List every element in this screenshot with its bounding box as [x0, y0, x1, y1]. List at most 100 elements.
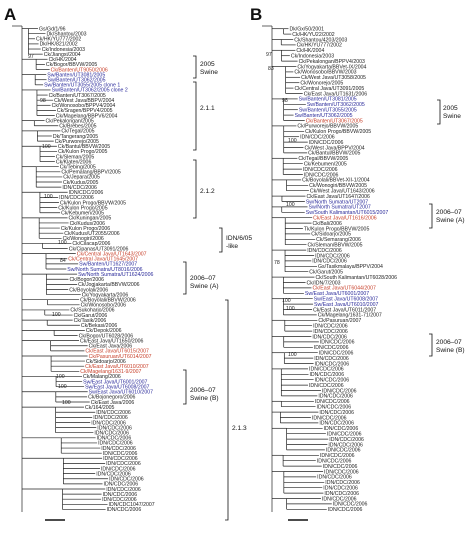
panel-b-leaves: Dk/Gx/50/2001Ck/HK/YU22/2002Ck/Shantou/4…: [289, 27, 397, 514]
bootstrap-value: 100: [44, 194, 53, 200]
leaf-label: Ck/West Java/BPPV/2004: [304, 145, 364, 151]
leaf-label: Ck/Bogor/2006: [69, 277, 104, 283]
bootstrap-value: 100: [288, 138, 297, 144]
leaf-label: IDN/CDC/2006: [312, 415, 347, 421]
leaf-label: Ck/Magelang/BBPV6/2004: [56, 113, 118, 119]
leaf-label: IDN/CDC/2006: [102, 497, 137, 503]
leaf-label: Ck/Wonorejo/2005: [300, 81, 343, 87]
bootstrap-value: 97: [28, 54, 34, 60]
leaf-label: Ck/Boyolali/2006: [69, 287, 108, 293]
leaf-label-swine: Sw/East Java/UT6008/2007: [314, 297, 378, 303]
leaf-label: Ck/Wonosobo/2006: [81, 303, 127, 309]
leaf-label: Ck/Yogyakarta/BBVet-IX/2004: [297, 64, 366, 70]
leaf-label: Ck/Bali/2006: [313, 221, 343, 227]
leaf-label-swine: Sw/North Sumatra/UT8016/2006: [67, 267, 142, 273]
leaf-label: Ck/Central Java/UT3091/2005: [294, 86, 364, 92]
leaf-label: IDN/CDC/2006: [97, 436, 132, 442]
leaf-label: Ck/Kudus/UT2055/2006: [64, 231, 119, 237]
clade-bracket: [193, 159, 197, 219]
leaf-label-highlight: Ck/Central Java/UT1645/2007: [68, 257, 138, 263]
leaf-label-swine: Sw/East Java/UT6008/2007: [85, 384, 149, 390]
leaf-label: Ck/Cipanas/UT3091/2006: [69, 246, 129, 252]
panel-b-tree: [262, 25, 441, 512]
leaf-label: Ck/Semarang/2006: [316, 237, 361, 243]
leaf-label: IDN/CDC/2006: [317, 459, 352, 465]
leaf-label: IDN/CDC/2006: [96, 410, 131, 416]
leaf-label: IDN/CDC/2006: [319, 421, 354, 427]
leaf-label: IDN/CDC/2006: [315, 378, 350, 384]
leaf-label: IDN/CDC/2006: [312, 334, 347, 340]
leaf-label: Ck/Pekalongan/BPPV4/2003: [299, 59, 365, 65]
panel-a-bootstraps: 97 98 100 100 100 84 100 100 100 100: [28, 54, 71, 406]
clade-bracket: [183, 369, 187, 405]
bootstrap-value: 97: [266, 52, 272, 58]
leaf-label: IDN/CDC/2006: [69, 190, 104, 196]
leaf-label: Ck/Bogor/BBVW/2005: [46, 62, 97, 68]
leaf-label: IDN/CDC/2006: [314, 345, 349, 351]
leaf-label: IDN/CDC/2006: [324, 426, 359, 432]
clade-label-swine-b-years-b: 2006–07: [436, 339, 462, 346]
clade-sublabel-swine-b-2005: Swine: [443, 113, 461, 120]
leaf-label-swine: Sw/Banten/UT3055/2005: [299, 108, 357, 114]
leaf-label: Ck/164/2005: [85, 405, 115, 411]
leaf-label: IDN/CDC/2006: [101, 466, 136, 472]
leaf-label: IDN/CDC/2006: [62, 185, 97, 191]
leaf-label: IDN/CDC/2006: [94, 431, 129, 437]
leaf-label: Ck/South Kalimantan/UT6028/2006: [315, 275, 397, 281]
leaf-label: IDN/CDC/2006: [323, 464, 358, 470]
leaf-label: Ck/Wonogiri/BBVW/2005: [309, 183, 367, 189]
leaf-label: IDN/CDC/2006: [309, 383, 344, 389]
clade-bracket: [225, 299, 229, 521]
clade-bracket: [183, 261, 187, 295]
clade-bracket: [429, 333, 433, 357]
leaf-label: Ck/Tegal/BBVW/2005: [298, 156, 348, 162]
bootstrap-value: 100: [286, 202, 295, 208]
leaf-label: IDN/CDC/2006: [103, 451, 138, 457]
leaf-label: Ck/Bojonegoro/2006: [88, 395, 135, 401]
leaf-label: IDN/CDC/2006: [328, 507, 363, 513]
leaf-label-swine: Sw/Banten/UT3081/2005: [47, 72, 105, 78]
leaf-label: Ck/East Java/UT1650/2006: [80, 338, 144, 344]
leaf-label: IDN/CDC/2006: [319, 351, 354, 357]
leaf-label: IDN/CDC/2006: [307, 248, 342, 254]
clade-label-2-1-1: 2.1.1: [200, 105, 215, 112]
leaf-label: Ck/Bantul/BBVW/2005: [308, 151, 360, 157]
leaf-label-highlight: Ck/Pasuruan/UT6014/2007: [89, 354, 152, 360]
leaf-label-highlight: Ck/Central Java/UT1643/2007: [77, 251, 147, 257]
leaf-label: IDN/CDC/2006: [309, 140, 344, 146]
leaf-label: IDN/CDC/2006: [98, 441, 133, 447]
leaf-label: Ck/East Java/2006: [89, 344, 133, 350]
clade-bracket: [193, 55, 197, 79]
leaf-label: IDN/CDC/2006: [323, 486, 358, 492]
leaf-label: IDN/CDC/2006: [309, 372, 344, 378]
panel-b: B Dk/Gx/50/2001Ck/HK/YU22/2002Ck/Shantou…: [250, 5, 465, 521]
leaf-label: IDN/CDC/2006: [317, 405, 352, 411]
leaf-label-highlight: Ck/East Java/UT6015/2007: [85, 349, 149, 355]
leaf-label: Ck/Tegal/2005: [61, 129, 94, 135]
panel-b-bootstraps: 97 83 98 100 100 78 100 100 100: [266, 52, 297, 358]
clade-bracket: [437, 99, 441, 125]
leaf-label: IDN/CDC1047/2007: [109, 502, 155, 508]
panel-a-leaves: Gs/Gd/1/96Dk/Shantou/2003Ck/HK/YU777/200…: [36, 26, 155, 513]
leaf-label: IDN/CDC/2006: [312, 259, 347, 265]
leaf-label-swine: Sw/Banten/UT3062/2005: [48, 78, 106, 84]
leaf-label: Dk/Gx/50/2001: [289, 27, 324, 33]
leaf-label: IDN/CDC/2006: [317, 475, 352, 481]
leaf-label: Ck/HK/YU22/2002: [292, 32, 335, 38]
leaf-label: IDN/CDC/2006: [333, 502, 368, 508]
leaf-label: Ck/Indonesia/2003: [291, 54, 334, 60]
leaf-label: IDN/CDC/2006: [313, 329, 348, 335]
leaf-label: Ck/Jepara/2005: [63, 175, 100, 181]
leaf-label: Ck/HK/YU777/2002: [36, 37, 81, 43]
leaf-label: IDN/CDC/2006: [104, 482, 139, 488]
leaf-label: Ck/East Java/UT6011/2007: [313, 307, 376, 313]
leaf-label: IDN/CDC/2006: [101, 446, 136, 452]
leaf-label: Ck/East Java/2006: [91, 400, 135, 406]
leaf-label-swine: Sw/North Sumatra/UT2007: [309, 205, 371, 211]
leaf-label: IDN/CDC/2006: [329, 437, 364, 443]
leaf-label: IDN/CDC/2006: [93, 415, 128, 421]
clade-bracket: [219, 227, 223, 253]
leaf-label: Dk/Shantou/2003: [46, 31, 86, 37]
clade-sublabel-swine-a: Swine (A): [190, 283, 219, 290]
leaf-label-highlight: Ck/East Java/UT6010/2007: [85, 364, 149, 370]
